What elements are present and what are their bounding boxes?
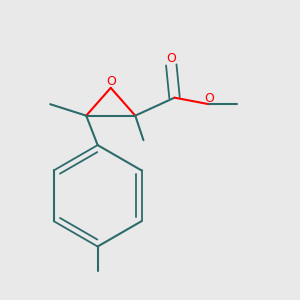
Text: O: O — [205, 92, 214, 106]
Text: O: O — [106, 76, 116, 88]
Text: O: O — [166, 52, 176, 65]
